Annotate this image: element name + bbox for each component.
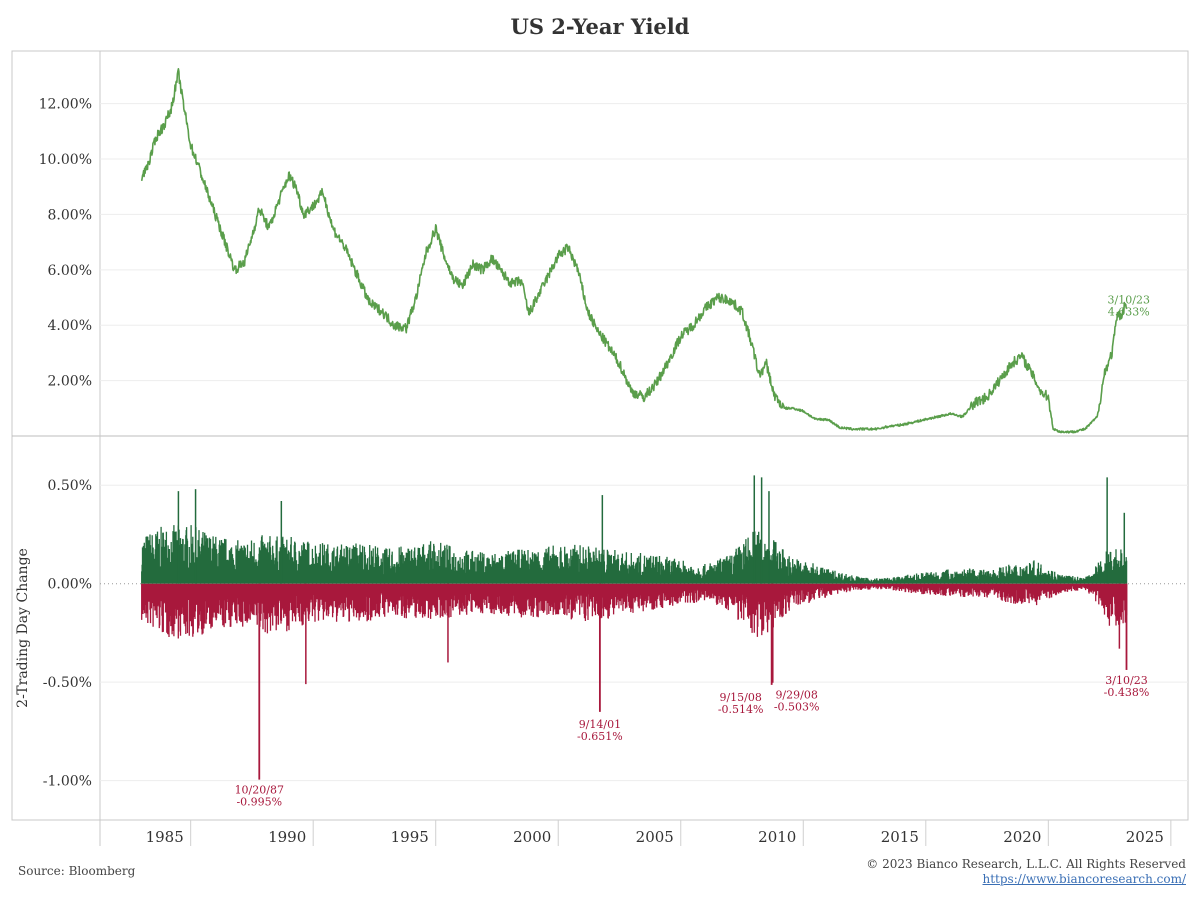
y-axis-label-bottom: 2-Trading Day Change (15, 548, 31, 708)
top-gridlines (100, 103, 1188, 382)
drop-annotation-date: 3/10/23 (1105, 674, 1147, 687)
y-tick-label-top: 2.00% (48, 374, 92, 390)
change-bars (141, 475, 1128, 780)
drop-annotation-value: -0.995% (236, 796, 282, 809)
negative-change-bars (141, 583, 1128, 639)
y-tick-label-bottom: 0.00% (48, 577, 92, 593)
drop-annotation-value: -0.514% (718, 703, 764, 716)
chart-frame (11, 50, 1189, 846)
copyright-block: © 2023 Bianco Research, L.L.C. All Right… (866, 857, 1186, 887)
source-note: Source: Bloomberg (18, 864, 136, 878)
y-tick-label-top: 8.00% (48, 207, 92, 223)
copyright-text: © 2023 Bianco Research, L.L.C. All Right… (866, 857, 1186, 871)
x-tick-label: 2020 (1003, 828, 1041, 846)
x-tick-label: 2025 (1126, 828, 1164, 846)
y-tick-label-top: 10.00% (39, 152, 92, 168)
website-link[interactable]: https://www.biancoresearch.com/ (982, 872, 1186, 886)
yield-line (140, 68, 1128, 434)
drop-annotation-value: -0.438% (1104, 686, 1150, 699)
x-tick-label: 2000 (513, 828, 551, 846)
yield-annotation-date: 3/10/23 (1108, 294, 1150, 307)
yield-line-group (140, 68, 1128, 434)
drop-annotation-date: 9/15/08 (719, 691, 761, 704)
y-tick-label-bottom: -1.00% (43, 774, 92, 790)
x-tick-label: 1985 (146, 828, 184, 846)
x-tick-label: 2010 (758, 828, 796, 846)
y-tick-label-bottom: 0.50% (48, 478, 92, 494)
x-tick-label: 2005 (636, 828, 674, 846)
drop-annotation-value: -0.503% (774, 701, 820, 714)
drop-annotation-date: 10/20/87 (235, 784, 284, 797)
x-tick-label: 2015 (881, 828, 919, 846)
y-tick-label-bottom: -0.50% (43, 675, 92, 691)
drop-annotation-date: 9/29/08 (775, 689, 817, 702)
y-tick-label-top: 6.00% (48, 263, 92, 279)
chart-title: US 2-Year Yield (510, 14, 690, 39)
y-tick-label-top: 12.00% (39, 97, 92, 113)
drop-annotation-value: -0.651% (577, 730, 623, 743)
positive-change-bars (141, 525, 1128, 584)
yield-annotation-value: 4.633% (1108, 306, 1150, 319)
x-tick-label: 1990 (268, 828, 306, 846)
bottom-gridlines (100, 484, 1188, 782)
x-tick-label: 1995 (391, 828, 429, 846)
drop-annotation-date: 9/14/01 (579, 718, 621, 731)
axis-labels: 2.00% 4.00% 6.00% 8.00% 10.00% 12.00% 0.50% 0.0… (39, 97, 1172, 846)
y-tick-label-top: 4.00% (48, 318, 92, 334)
annotations: 3/10/234.633%10/20/87-0.995%9/14/01-0.65… (235, 294, 1150, 809)
